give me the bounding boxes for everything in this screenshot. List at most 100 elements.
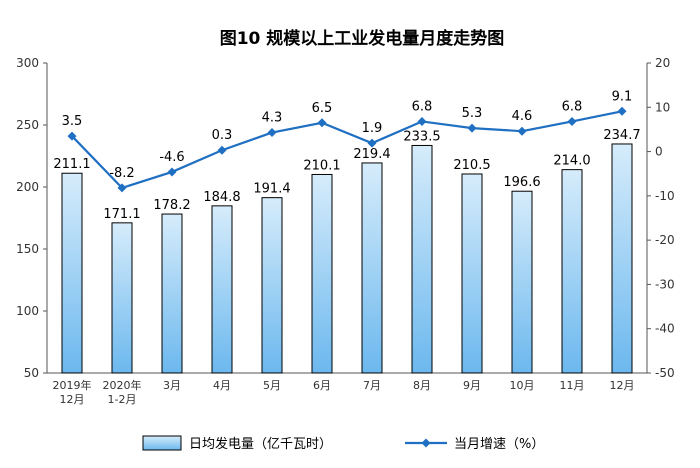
bar-value-label: 219.4 xyxy=(353,147,390,162)
x-tick-label: 4月 xyxy=(213,379,231,392)
bar-value-label: 191.4 xyxy=(253,182,290,197)
legend-bar-swatch xyxy=(142,435,182,451)
left-tick-label: 250 xyxy=(16,118,39,132)
growth-value-label: -4.6 xyxy=(159,150,184,165)
x-tick-label: 10月 xyxy=(510,379,535,392)
right-tick-label: 20 xyxy=(655,56,670,70)
bar-value-label: 210.1 xyxy=(303,158,340,173)
bar xyxy=(611,143,633,374)
legend-line-marker xyxy=(421,438,431,448)
bar-value-label: 233.5 xyxy=(403,129,440,144)
growth-point xyxy=(567,116,577,126)
x-tick-label: 6月 xyxy=(313,379,331,392)
bar xyxy=(211,205,233,374)
chart-title: 图10 规模以上工业发电量月度走势图 xyxy=(220,28,505,49)
growth-line xyxy=(67,106,627,193)
growth-value-label: -8.2 xyxy=(109,166,134,181)
growth-point xyxy=(67,131,77,141)
bar xyxy=(161,213,183,374)
growth-point xyxy=(317,118,327,128)
x-tick-label: 11月 xyxy=(560,379,585,392)
right-tick-label: -20 xyxy=(655,233,675,247)
x-tick-label-line: 7月 xyxy=(363,379,381,392)
growth-value-label: 5.3 xyxy=(462,106,483,121)
x-tick-label-line: 11月 xyxy=(560,379,585,392)
bar xyxy=(361,162,383,374)
bar-value-label: 234.7 xyxy=(603,128,640,143)
x-tick-label-line: 12月 xyxy=(60,393,85,406)
right-tick-label: -40 xyxy=(655,322,675,336)
x-tick-label: 5月 xyxy=(263,379,281,392)
x-tick-label: 7月 xyxy=(363,379,381,392)
bar-value-label: 178.2 xyxy=(153,198,190,213)
x-tick-label: 2020年 1-2月 xyxy=(103,378,142,406)
growth-value-label: 9.1 xyxy=(612,89,633,104)
left-tick-label: 300 xyxy=(16,56,39,70)
left-tick-label: 150 xyxy=(16,242,39,256)
left-tick-label: 200 xyxy=(16,180,39,194)
growth-value-label: 4.6 xyxy=(512,109,533,124)
growth-value-label: 6.5 xyxy=(312,101,333,116)
x-tick-label-line: 8月 xyxy=(413,379,431,392)
x-tick-label: 3月 xyxy=(163,379,181,392)
legend-line-label: 当月增速（%） xyxy=(454,437,544,452)
x-tick-label-line: 6月 xyxy=(313,379,331,392)
bar-value-label: 184.8 xyxy=(203,190,240,205)
left-tick-label: 100 xyxy=(16,304,39,318)
growth-point xyxy=(367,138,377,148)
legend-bar-label: 日均发电量（亿千瓦时） xyxy=(189,436,332,452)
growth-value-label: 1.9 xyxy=(362,121,383,136)
x-tick-label: 12月 xyxy=(610,379,635,392)
growth-value-label: 6.8 xyxy=(412,99,433,114)
growth-value-label: 4.3 xyxy=(262,111,283,126)
bar xyxy=(461,173,483,374)
right-tick-label: -50 xyxy=(655,366,675,380)
bar-value-label: 214.0 xyxy=(553,154,590,169)
growth-line-path xyxy=(71,110,623,190)
x-tick-label-line: 10月 xyxy=(510,379,535,392)
growth-value-label: 3.5 xyxy=(62,114,83,129)
growth-point xyxy=(267,128,277,138)
right-tick-label: 10 xyxy=(655,100,670,114)
bar-value-label: 196.6 xyxy=(503,175,540,190)
growth-point xyxy=(117,183,127,193)
growth-point xyxy=(217,145,227,155)
x-tick-label-line: 9月 xyxy=(463,379,481,392)
x-tick-label: 8月 xyxy=(413,379,431,392)
x-tick-label-line: 2019年 xyxy=(53,378,92,392)
x-tick-label-line: 1-2月 xyxy=(108,393,137,406)
bar-value-label: 171.1 xyxy=(103,207,140,222)
growth-point xyxy=(167,167,177,177)
bar xyxy=(261,197,283,374)
x-tick-label-line: 3月 xyxy=(163,379,181,392)
bar xyxy=(111,222,133,374)
bar xyxy=(411,144,433,374)
data-labels: 211.1 171.1 178.2 184.8 191.4 210.1 219.4 233.5… xyxy=(53,89,640,222)
right-tick-label: -10 xyxy=(655,189,675,203)
bar xyxy=(511,190,533,374)
right-tick-label: 0 xyxy=(655,145,663,159)
x-tick-label: 2019年 12月 xyxy=(53,378,92,406)
growth-point xyxy=(417,116,427,126)
growth-point xyxy=(467,123,477,133)
x-tick-label: 9月 xyxy=(463,379,481,392)
bar xyxy=(561,169,583,374)
x-tick-label-line: 12月 xyxy=(610,379,635,392)
axes: 50 100 150 200 250 300 -50 -40 -30 -20 -10 0 10 20 xyxy=(16,56,675,380)
x-tick-label-line: 5月 xyxy=(263,379,281,392)
x-tick-label-line: 4月 xyxy=(213,379,231,392)
bar xyxy=(61,172,83,374)
bars xyxy=(61,143,633,374)
growth-point xyxy=(617,106,627,116)
legend: 日均发电量（亿千瓦时） 当月增速（%） xyxy=(142,435,544,452)
left-tick-label: 50 xyxy=(24,366,39,380)
bar xyxy=(311,173,333,374)
growth-value-label: 6.8 xyxy=(562,99,583,114)
growth-point xyxy=(517,126,527,136)
bar-value-label: 211.1 xyxy=(53,157,90,172)
x-tick-label-line: 2020年 xyxy=(103,378,142,392)
growth-value-label: 0.3 xyxy=(212,128,233,143)
right-tick-label: -30 xyxy=(655,277,675,291)
